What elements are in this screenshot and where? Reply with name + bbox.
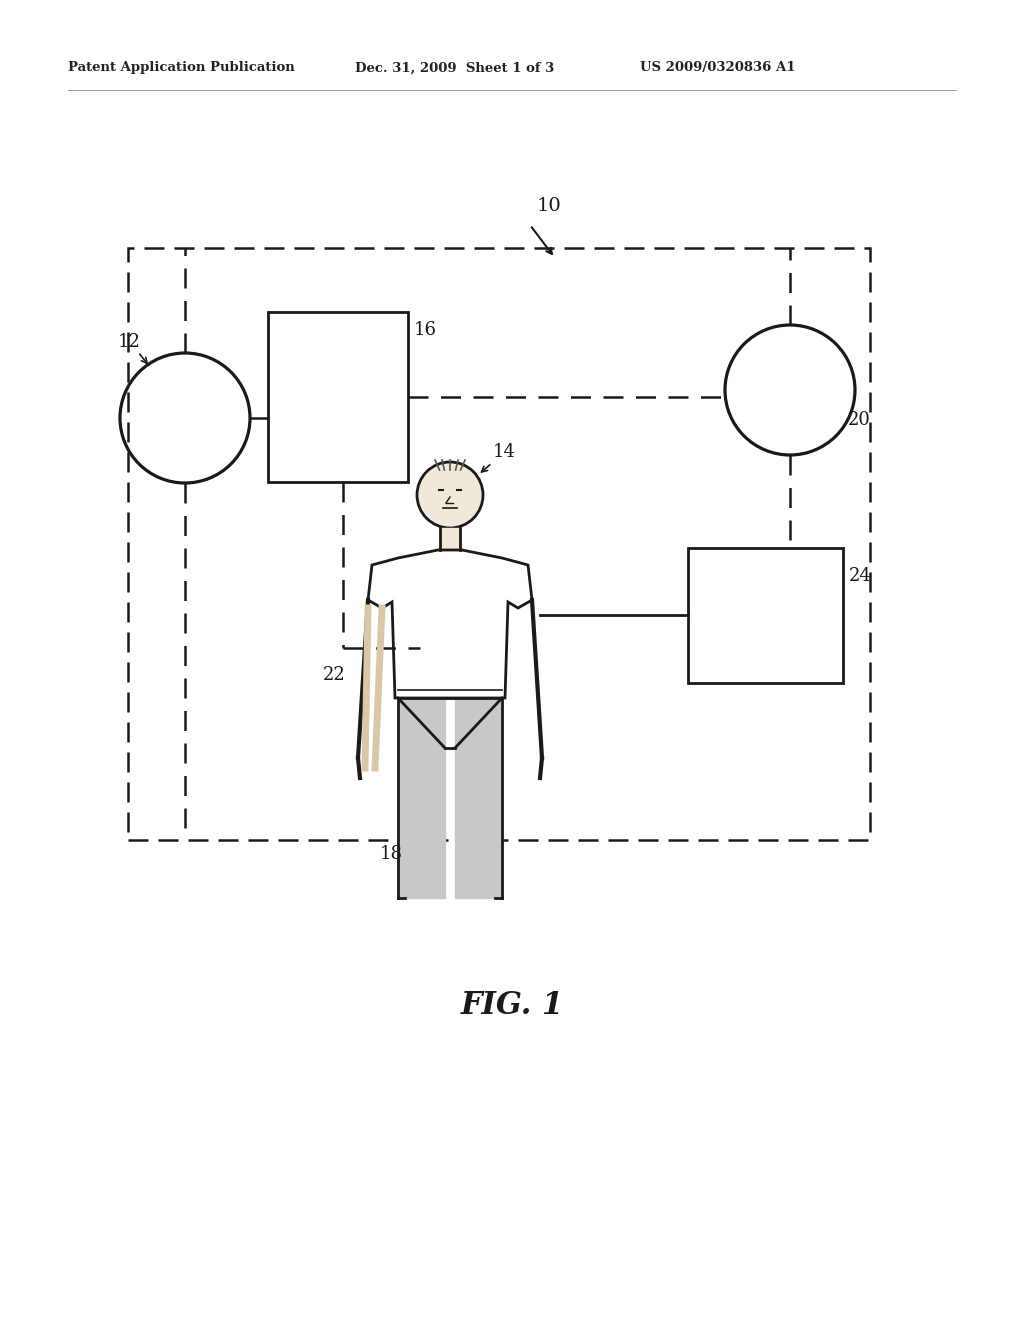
Text: Patent Application Publication: Patent Application Publication [68, 62, 295, 74]
Text: 16: 16 [414, 321, 437, 339]
Text: 18: 18 [380, 845, 403, 863]
Text: US 2009/0320836 A1: US 2009/0320836 A1 [640, 62, 796, 74]
Text: 20: 20 [848, 411, 870, 429]
Text: Dec. 31, 2009  Sheet 1 of 3: Dec. 31, 2009 Sheet 1 of 3 [355, 62, 554, 74]
Polygon shape [368, 550, 532, 698]
Text: 10: 10 [537, 197, 562, 215]
Bar [268, 312, 408, 482]
Bar [128, 248, 870, 840]
Circle shape [417, 462, 483, 528]
Text: 24: 24 [849, 568, 871, 585]
Text: FIG. 1: FIG. 1 [461, 990, 563, 1020]
Text: 22: 22 [323, 667, 346, 684]
Bar [688, 548, 843, 682]
Text: 14: 14 [493, 444, 516, 461]
Text: 12: 12 [118, 333, 141, 351]
